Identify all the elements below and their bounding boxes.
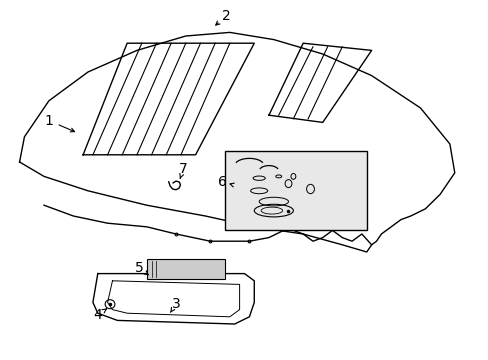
Text: 5: 5	[135, 261, 143, 275]
Bar	[146, 259, 224, 279]
Text: 4: 4	[93, 308, 102, 322]
Text: 1: 1	[44, 114, 53, 127]
Bar	[224, 151, 366, 230]
Text: 6: 6	[218, 175, 226, 189]
Text: 3: 3	[171, 297, 180, 311]
Text: 7: 7	[179, 162, 187, 176]
Text: 2: 2	[221, 9, 230, 23]
